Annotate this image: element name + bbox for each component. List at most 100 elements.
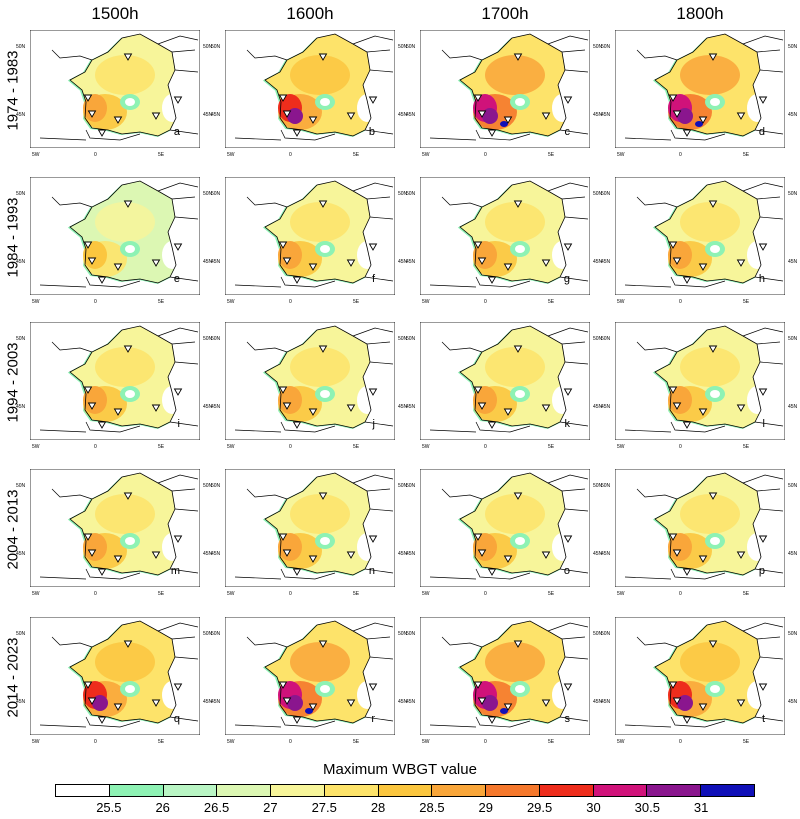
colorbar-swatch — [593, 785, 648, 796]
station-marker — [173, 243, 183, 251]
longitude-label: 5W — [32, 152, 40, 158]
latitude-label: 45N — [203, 112, 213, 118]
station-marker — [473, 533, 483, 541]
station-marker — [278, 241, 288, 249]
row-title: 2014 - 2023 — [4, 637, 22, 718]
column-title: 1800h — [676, 4, 724, 23]
panel-letter: s — [564, 713, 571, 725]
station-marker — [97, 129, 107, 137]
latitude-label: 50N — [203, 191, 213, 197]
map-panel: k 5W 0 5E 50N 50N 45N 45N — [406, 322, 602, 450]
latitude-label: 45N — [593, 404, 603, 410]
wbgt-map — [225, 177, 395, 295]
map-panel: q 5W 0 5E 50N 50N 45N 45N — [16, 617, 212, 745]
station-marker — [308, 263, 318, 271]
latitude-label: 50N — [211, 44, 221, 50]
row-title: 1974 - 1983 — [4, 50, 22, 131]
longitude-label: 5E — [548, 591, 555, 597]
column-title: 1500h — [91, 4, 139, 23]
latitude-label: 45N — [203, 699, 213, 705]
station-marker — [682, 421, 692, 429]
latitude-label: 45N — [211, 699, 221, 705]
station-marker — [563, 535, 573, 543]
latitude-label: 50N — [211, 191, 221, 197]
station-marker — [708, 492, 718, 500]
station-marker — [708, 200, 718, 208]
panel-letter: j — [372, 418, 375, 430]
map-panel: d 5W 0 5E 50N 50N 45N 45N — [601, 30, 797, 158]
wbgt-map — [615, 30, 785, 148]
wbgt-map — [30, 322, 200, 440]
wbgt-map — [225, 617, 395, 735]
longitude-label: 5E — [743, 152, 750, 158]
station-marker — [487, 716, 497, 724]
longitude-label: 0 — [679, 591, 682, 597]
latitude-label: 45N — [16, 699, 26, 705]
panel-letter: m — [170, 565, 180, 577]
station-marker — [541, 404, 551, 412]
colorbar-tick-label: 26 — [155, 800, 170, 815]
panel-letter: t — [761, 713, 765, 725]
station-marker — [292, 568, 302, 576]
wbgt-map — [30, 30, 200, 148]
latitude-label: 45N — [398, 112, 408, 118]
station-marker — [477, 402, 487, 410]
station-marker — [123, 345, 133, 353]
station-marker — [292, 129, 302, 137]
station-marker — [736, 112, 746, 120]
station-marker — [736, 404, 746, 412]
latitude-label: 45N — [601, 699, 611, 705]
station-marker — [173, 96, 183, 104]
longitude-label: 5E — [353, 152, 360, 158]
latitude-label: 45N — [203, 259, 213, 265]
station-marker — [503, 703, 513, 711]
colorbar-tick-label: 29 — [478, 800, 493, 815]
panel-letter: d — [758, 126, 765, 138]
station-marker — [708, 345, 718, 353]
station-marker — [513, 640, 523, 648]
longitude-label: 0 — [679, 739, 682, 745]
station-marker — [668, 386, 678, 394]
colorbar-tick-label: 28.5 — [419, 800, 445, 815]
station-marker — [308, 116, 318, 124]
station-marker — [318, 53, 328, 61]
station-marker — [282, 697, 292, 705]
station-marker — [151, 259, 161, 267]
station-marker — [563, 96, 573, 104]
latitude-label: 50N — [16, 336, 26, 342]
longitude-label: 5W — [227, 591, 235, 597]
station-marker — [173, 388, 183, 396]
panel-letter: h — [758, 273, 765, 285]
column-title: 1700h — [481, 4, 529, 23]
station-marker — [151, 404, 161, 412]
colorbar-swatch — [539, 785, 594, 796]
map-panel: o 5W 0 5E 50N 50N 45N 45N — [406, 469, 602, 597]
longitude-label: 5E — [353, 299, 360, 305]
panel-letter: g — [563, 273, 570, 285]
station-marker — [672, 402, 682, 410]
station-marker — [477, 549, 487, 557]
station-marker — [503, 555, 513, 563]
latitude-label: 45N — [16, 259, 26, 265]
latitude-label: 50N — [398, 631, 408, 637]
station-marker — [83, 386, 93, 394]
station-marker — [346, 404, 356, 412]
station-marker — [503, 408, 513, 416]
latitude-label: 50N — [406, 631, 416, 637]
latitude-label: 45N — [593, 699, 603, 705]
station-marker — [113, 408, 123, 416]
station-marker — [346, 699, 356, 707]
latitude-label: 45N — [406, 699, 416, 705]
station-marker — [473, 681, 483, 689]
map-panel: s 5W 0 5E 50N 50N 45N 45N — [406, 617, 602, 745]
colorbar-swatch — [378, 785, 433, 796]
panel-letter: f — [371, 273, 375, 285]
station-marker — [513, 200, 523, 208]
latitude-label: 45N — [601, 112, 611, 118]
station-marker — [346, 259, 356, 267]
map-panel: i 5W 0 5E 50N 50N 45N 45N — [16, 322, 212, 450]
station-marker — [83, 94, 93, 102]
latitude-label: 50N — [788, 44, 798, 50]
station-marker — [563, 683, 573, 691]
station-marker — [113, 263, 123, 271]
